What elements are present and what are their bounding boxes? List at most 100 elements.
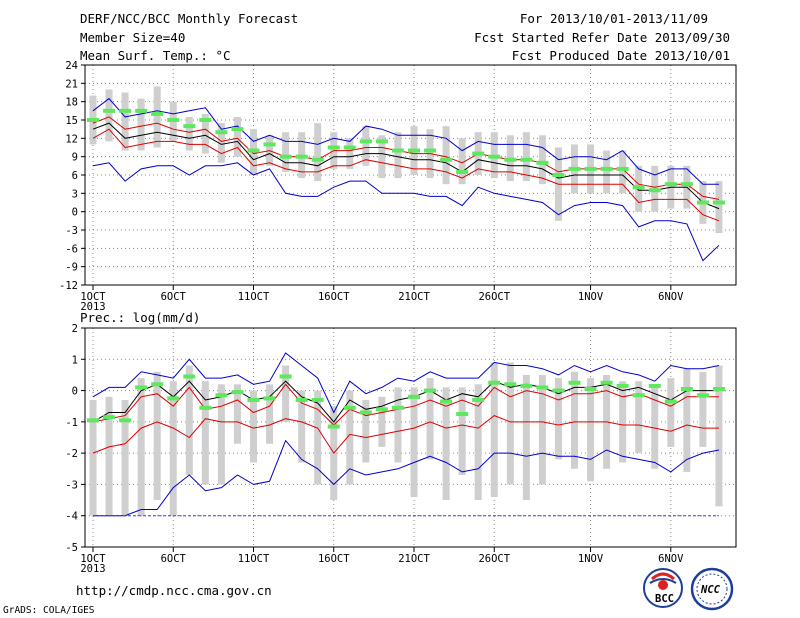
prec-spread-bar: [715, 365, 723, 507]
prec-obs-mark: [103, 415, 116, 420]
temp-obs-mark: [520, 157, 533, 162]
temp-obs-mark: [440, 157, 453, 162]
prec-spread-bar: [153, 371, 161, 501]
prec-obs-mark: [440, 399, 453, 404]
temp-spread-bar: [394, 132, 402, 179]
temp-spread-bar: [538, 135, 546, 185]
prec-obs-mark: [424, 388, 437, 393]
prec-spread-bar: [298, 390, 306, 463]
temp-obs-mark: [552, 173, 565, 177]
prec-obs-mark: [215, 393, 228, 398]
temp-x-year-label: 2013: [80, 301, 105, 313]
prec-spread-bar: [394, 387, 402, 463]
temp-obs-mark: [151, 111, 164, 116]
prec-obs-mark: [712, 387, 725, 392]
prec-obs-mark: [648, 383, 661, 388]
prec-spread-bar: [314, 390, 322, 485]
temp-y-tick-label: 21: [65, 78, 78, 90]
prec-obs-mark: [696, 393, 709, 398]
temp-spread-bar: [153, 86, 161, 148]
prec-obs-mark: [568, 380, 581, 385]
temp-obs-mark: [408, 148, 420, 153]
prec-obs-mark: [616, 383, 629, 388]
temp-obs-mark: [584, 166, 597, 171]
temp-spread-bar: [105, 89, 113, 142]
prec-obs-mark: [231, 390, 244, 395]
prec-spread-bar: [89, 399, 97, 516]
prec-obs-mark: [680, 387, 693, 392]
temp-obs-mark: [103, 108, 116, 113]
prec-obs-mark: [135, 385, 148, 390]
prec-spread-bar: [217, 384, 225, 485]
temp-y-tick-label: 9: [72, 152, 78, 164]
prec-obs-mark: [199, 405, 212, 410]
temp-obs-mark: [135, 108, 148, 113]
temp-mean-line: [92, 122, 720, 210]
temp-obs-mark: [632, 185, 645, 190]
prec-spread-bar: [619, 381, 627, 463]
prec-spread-bar: [105, 396, 113, 516]
prec-spread-bar: [442, 387, 450, 501]
panel2-title: Prec.: log(mm/d): [80, 310, 201, 325]
temp-obs-mark: [247, 148, 260, 153]
temp-y-tick-label: 12: [65, 133, 78, 145]
temp-p75-line: [92, 116, 720, 200]
prec-x-tick-label: 6OCT: [161, 553, 187, 565]
prec-obs-mark: [536, 385, 549, 390]
prec-obs-mark: [295, 397, 308, 402]
temp-x-tick-label: 6OCT: [161, 291, 187, 303]
temp-obs-mark: [295, 154, 308, 159]
prec-x-tick-label: 6NOV: [658, 553, 684, 565]
prec-obs-mark: [504, 382, 517, 387]
temp-obs-mark: [87, 118, 99, 122]
prec-frame: [84, 327, 737, 548]
temp-obs-mark: [648, 188, 661, 193]
prec-spread-bar: [522, 374, 530, 501]
bcc-logo-text: BCC: [655, 593, 674, 605]
prec-spread-bar: [458, 387, 466, 476]
temp-x-tick-label: 6NOV: [658, 291, 684, 303]
prec-obs-mark: [183, 374, 196, 379]
prec-p25-line: [92, 415, 719, 454]
prec-spread-bar: [250, 390, 257, 463]
prec-spread-bar: [266, 384, 274, 444]
temp-spread-bar: [715, 181, 723, 234]
prec-obs-mark: [632, 393, 645, 398]
temp-obs-mark: [119, 108, 132, 113]
prec-spread-bar: [538, 374, 546, 485]
prec-x-tick-label: 1NOV: [578, 553, 604, 565]
prec-spread-bar: [233, 384, 241, 444]
prec-obs-mark: [456, 412, 469, 417]
prec-spread-bar: [121, 399, 129, 516]
ncc-logo: NCC: [690, 567, 734, 611]
prec-obs-mark: [552, 388, 565, 393]
prec-spread-bar: [699, 371, 707, 447]
temp-y-tick-label: 0: [72, 207, 78, 219]
temp-y-tick-label: -6: [65, 243, 78, 255]
prec-y-tick-label: -4: [65, 511, 78, 523]
temp-x-tick-label: 16OCT: [318, 291, 350, 303]
prec-spread-bar: [635, 381, 643, 454]
prec-spread-bar: [474, 384, 482, 501]
temp-spread-bar: [458, 138, 466, 185]
prec-p75-line: [92, 383, 719, 426]
temp-spread-bar: [442, 126, 450, 185]
temp-obs-mark: [327, 145, 340, 150]
temp-obs-mark: [568, 166, 581, 171]
temp-spread-bar: [121, 92, 129, 151]
temp-x-tick-label: 1NOV: [578, 291, 604, 303]
temp-y-tick-label: 24: [65, 60, 78, 72]
prec-obs-mark: [664, 399, 677, 404]
temp-obs-mark: [311, 157, 324, 162]
temp-obs-mark: [263, 142, 276, 147]
temp-spread-bar: [201, 113, 209, 154]
temp-y-tick-label: 18: [65, 97, 78, 109]
prec-x-tick-label: 21OCT: [398, 553, 430, 565]
source-url[interactable]: http://cmdp.ncc.cma.gov.cn: [76, 583, 272, 598]
prec-y-tick-label: -5: [65, 542, 78, 554]
temp-y-tick-label: 6: [72, 170, 78, 182]
prec-spread-bar: [587, 378, 595, 482]
temp-obs-mark: [359, 139, 372, 144]
temp-obs-mark: [680, 182, 693, 187]
